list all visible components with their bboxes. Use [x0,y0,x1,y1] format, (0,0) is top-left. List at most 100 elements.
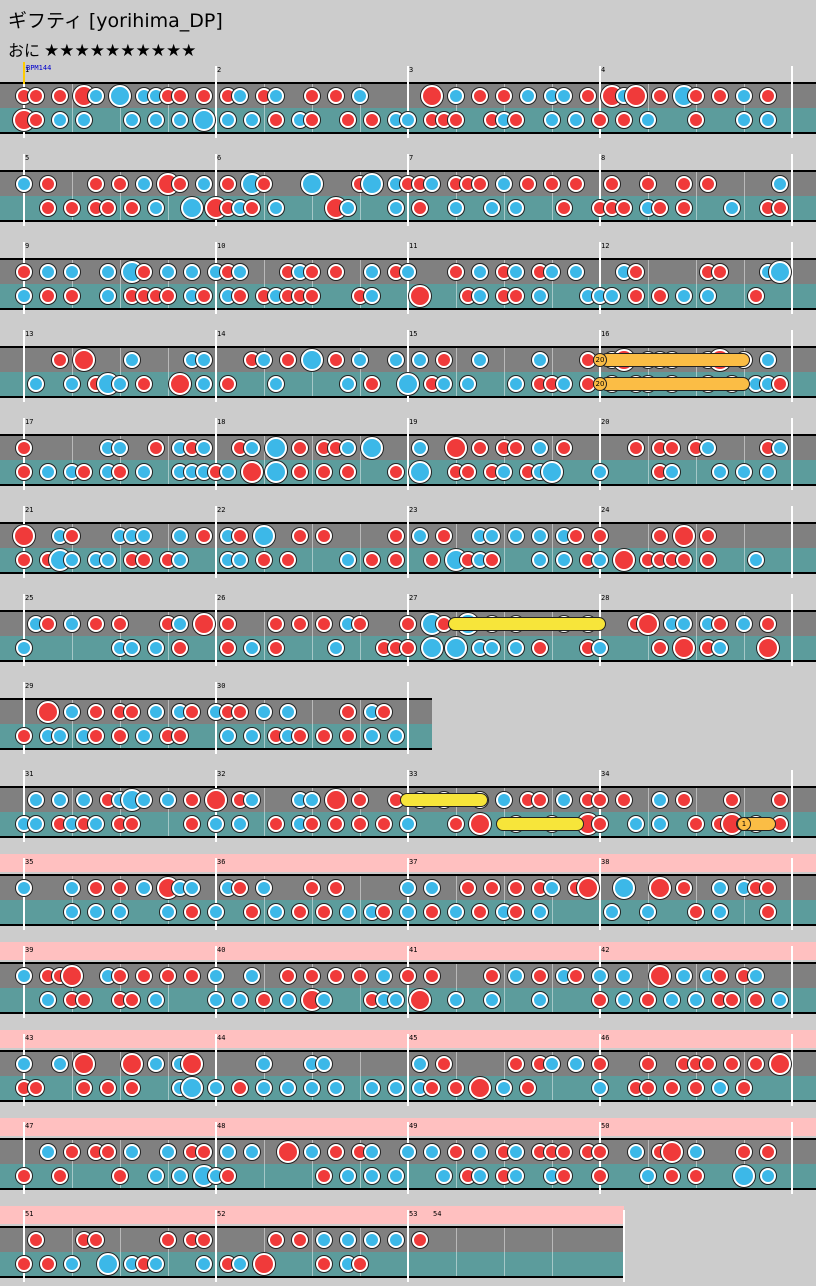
ka-note [244,440,260,456]
measure-number: 41 [409,946,418,954]
ka-note [700,440,716,456]
don-note [460,464,476,480]
big-don-note [193,613,215,635]
big-ka-note [397,373,419,395]
don-note [508,288,524,304]
don-note [16,264,32,280]
don-note [676,176,692,192]
measure-number: 27 [409,594,418,602]
don-note [136,552,152,568]
big-ka-note [613,877,635,899]
measure-number: 42 [601,946,610,954]
ka-note [244,728,260,744]
don-note [196,288,212,304]
ka-note [472,1168,488,1184]
ka-note [772,176,788,192]
beat-line [72,524,73,572]
beat-line [456,84,457,132]
beat-line [264,1052,265,1100]
don-note [748,992,764,1008]
beat-line [648,260,649,308]
ka-note [196,1256,212,1272]
ka-note [388,992,404,1008]
don-note [136,264,152,280]
ka-note [316,1232,332,1248]
beat-line [360,788,361,836]
ka-note [256,1056,272,1072]
don-note [688,816,704,832]
beat-line [504,612,505,660]
beat-line [552,612,553,660]
ka-note [724,200,740,216]
ka-note [124,352,140,368]
ka-note [412,1056,428,1072]
don-note [724,1056,740,1072]
ka-note [544,264,560,280]
don-note [124,992,140,1008]
big-don-note [13,525,35,547]
ka-note [16,968,32,984]
measure-number: 49 [409,1122,418,1130]
don-note [292,1232,308,1248]
beat-line [696,1052,697,1100]
ka-note [760,352,776,368]
ka-note [676,288,692,304]
measure-number: 25 [25,594,34,602]
measure-number: 32 [217,770,226,778]
ka-note [340,200,356,216]
ka-note [244,112,260,128]
beat-line [120,788,121,836]
ka-note [508,1144,524,1160]
beat-line [744,612,745,660]
big-don-note [241,461,263,483]
big-don-note [445,437,467,459]
ka-note [328,640,344,656]
don-note [508,880,524,896]
don-note [640,176,656,192]
don-note [688,1080,704,1096]
measure-bar-line [215,1210,217,1282]
ka-note [616,992,632,1008]
ka-note [112,904,128,920]
ka-note [400,264,416,280]
beat-line [456,436,457,484]
don-note [640,1080,656,1096]
don-note [724,992,740,1008]
don-note [112,1168,128,1184]
don-note [220,616,236,632]
don-note [184,816,200,832]
don-note [232,880,248,896]
measure-number: 45 [409,1034,418,1042]
measure-number: 15 [409,330,418,338]
don-note [352,616,368,632]
big-don-note [613,549,635,571]
beat-line [360,1140,361,1188]
ka-note [64,904,80,920]
ka-note [592,552,608,568]
don-note [496,88,512,104]
ka-note [424,1144,440,1160]
big-don-note [673,637,695,659]
beat-line [312,788,313,836]
measure-number: 17 [25,418,34,426]
ka-note [40,264,56,280]
don-note [328,88,344,104]
ka-note [340,1168,356,1184]
don-note [760,1144,776,1160]
bpm-marker: BPM144 [26,64,52,72]
don-note [112,616,128,632]
don-note [232,704,248,720]
measure-bar-line [407,1034,409,1106]
ka-note [508,200,524,216]
beat-line [312,612,313,660]
don-note [760,880,776,896]
measure-bar-line [23,1210,25,1282]
measure-bar-line [407,66,409,138]
measure-bar-line [215,858,217,930]
don-note [592,792,608,808]
measure-number: 20 [601,418,610,426]
don-note [232,528,248,544]
beat-line [648,348,649,396]
ka-note [556,792,572,808]
don-note [196,1144,212,1160]
